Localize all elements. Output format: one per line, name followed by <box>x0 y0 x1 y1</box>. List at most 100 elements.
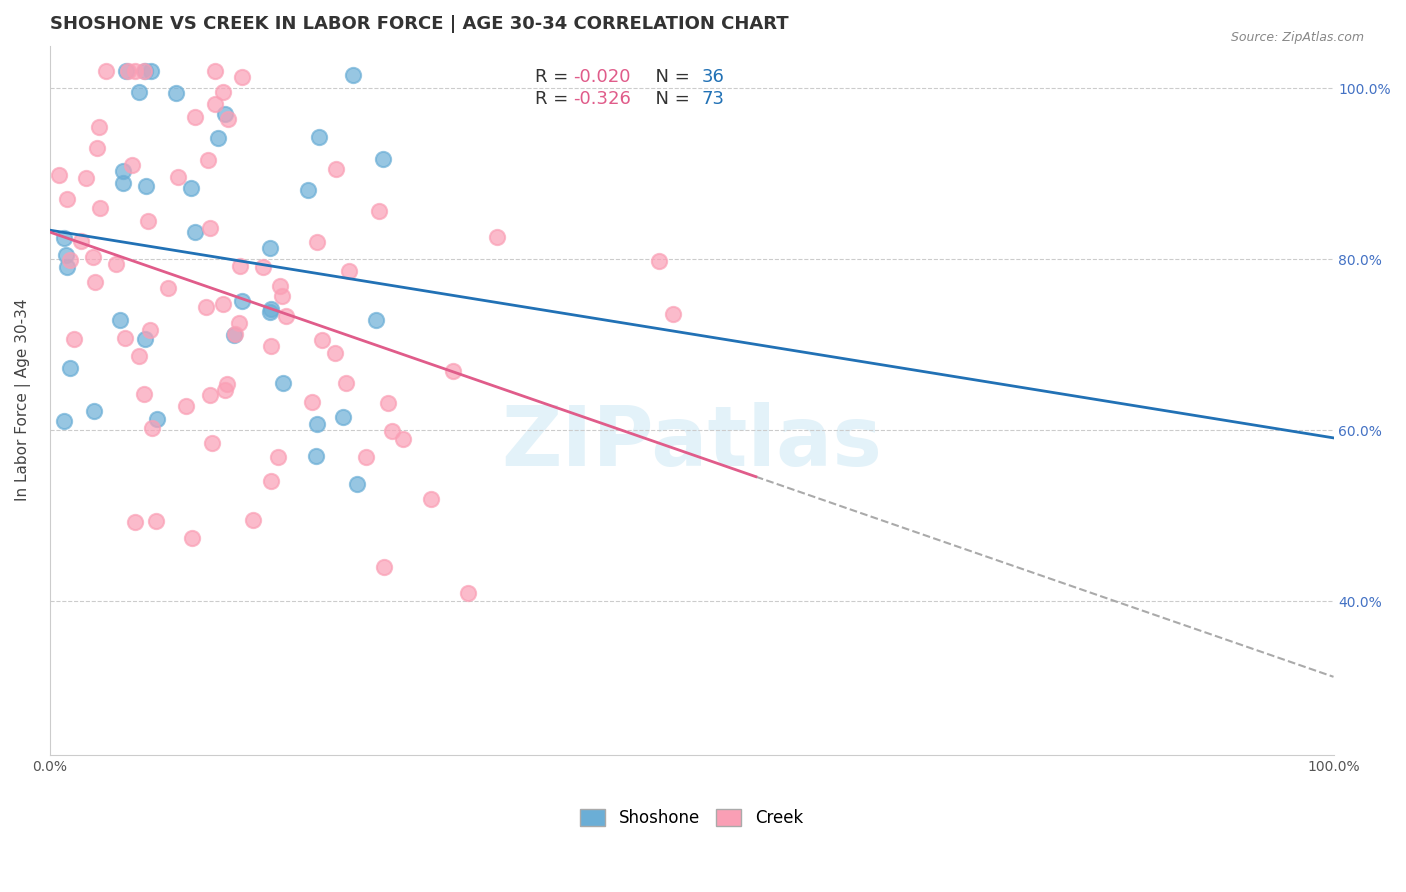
Point <box>165 87 187 101</box>
Point <box>86 141 108 155</box>
Point <box>308 129 330 144</box>
Point <box>204 96 226 111</box>
Point <box>297 183 319 197</box>
Point <box>323 346 346 360</box>
Y-axis label: In Labor Force | Age 30-34: In Labor Force | Age 30-34 <box>15 299 31 501</box>
Point <box>214 383 236 397</box>
Point <box>180 531 202 545</box>
Point <box>271 288 294 302</box>
Point <box>260 302 283 317</box>
Point <box>56 193 79 207</box>
Text: N =: N = <box>644 90 696 108</box>
Point <box>441 364 464 378</box>
Point <box>59 252 82 267</box>
Point <box>105 257 128 271</box>
Point <box>419 491 441 506</box>
Point <box>305 235 328 249</box>
Point <box>267 450 290 464</box>
Point <box>485 229 508 244</box>
Point <box>339 264 361 278</box>
Text: Source: ZipAtlas.com: Source: ZipAtlas.com <box>1230 31 1364 45</box>
Point <box>195 300 218 314</box>
Point <box>124 516 146 530</box>
Point <box>346 477 368 491</box>
Point <box>228 259 250 273</box>
Point <box>56 260 79 275</box>
Point <box>96 64 118 78</box>
Point <box>134 64 156 78</box>
Point <box>141 64 163 78</box>
Point <box>141 420 163 434</box>
Point <box>134 64 156 78</box>
Point <box>180 181 202 195</box>
Point <box>55 248 77 262</box>
Text: R =: R = <box>536 90 574 108</box>
Point <box>207 130 229 145</box>
Point <box>69 235 91 249</box>
Point <box>228 316 250 330</box>
Point <box>648 253 671 268</box>
Point <box>217 376 239 391</box>
Text: -0.020: -0.020 <box>574 69 631 87</box>
Point <box>252 260 274 275</box>
Point <box>204 64 226 78</box>
Point <box>201 436 224 450</box>
Point <box>53 231 76 245</box>
Point <box>132 387 155 401</box>
Point <box>259 241 281 255</box>
Legend: Shoshone, Creek: Shoshone, Creek <box>574 802 810 834</box>
Text: N =: N = <box>644 69 696 87</box>
Point <box>183 225 205 239</box>
Point <box>260 339 283 353</box>
Point <box>335 376 357 390</box>
Point <box>332 410 354 425</box>
Point <box>377 396 399 410</box>
Point <box>128 349 150 363</box>
Point <box>135 179 157 194</box>
Point <box>311 333 333 347</box>
Point <box>305 449 328 463</box>
Point <box>167 170 190 185</box>
Point <box>271 376 294 390</box>
Point <box>112 176 135 190</box>
Point <box>231 294 253 309</box>
Point <box>124 64 146 78</box>
Point <box>156 281 179 295</box>
Point <box>224 327 246 342</box>
Point <box>117 64 139 78</box>
Point <box>89 202 111 216</box>
Point <box>305 417 328 431</box>
Point <box>128 86 150 100</box>
Point <box>342 68 364 82</box>
Point <box>75 170 97 185</box>
Point <box>198 388 221 402</box>
Point <box>59 360 82 375</box>
Point <box>139 323 162 337</box>
Text: 36: 36 <box>702 69 724 87</box>
Point <box>217 112 239 126</box>
Point <box>48 168 70 182</box>
Point <box>174 399 197 413</box>
Point <box>145 515 167 529</box>
Point <box>242 513 264 527</box>
Text: -0.326: -0.326 <box>574 90 631 108</box>
Point <box>83 275 105 289</box>
Point <box>373 152 395 166</box>
Text: R =: R = <box>536 69 574 87</box>
Point <box>146 411 169 425</box>
Text: SHOSHONE VS CREEK IN LABOR FORCE | AGE 30-34 CORRELATION CHART: SHOSHONE VS CREEK IN LABOR FORCE | AGE 3… <box>49 15 789 33</box>
Point <box>134 332 156 346</box>
Point <box>224 327 246 342</box>
Point <box>381 425 404 439</box>
Point <box>136 214 159 228</box>
Point <box>368 204 391 219</box>
Point <box>231 70 253 84</box>
Point <box>211 85 233 99</box>
Point <box>115 64 138 78</box>
Point <box>214 107 236 121</box>
Point <box>259 474 281 488</box>
Point <box>83 404 105 418</box>
Point <box>325 161 347 176</box>
Point <box>392 433 415 447</box>
Point <box>197 153 219 167</box>
